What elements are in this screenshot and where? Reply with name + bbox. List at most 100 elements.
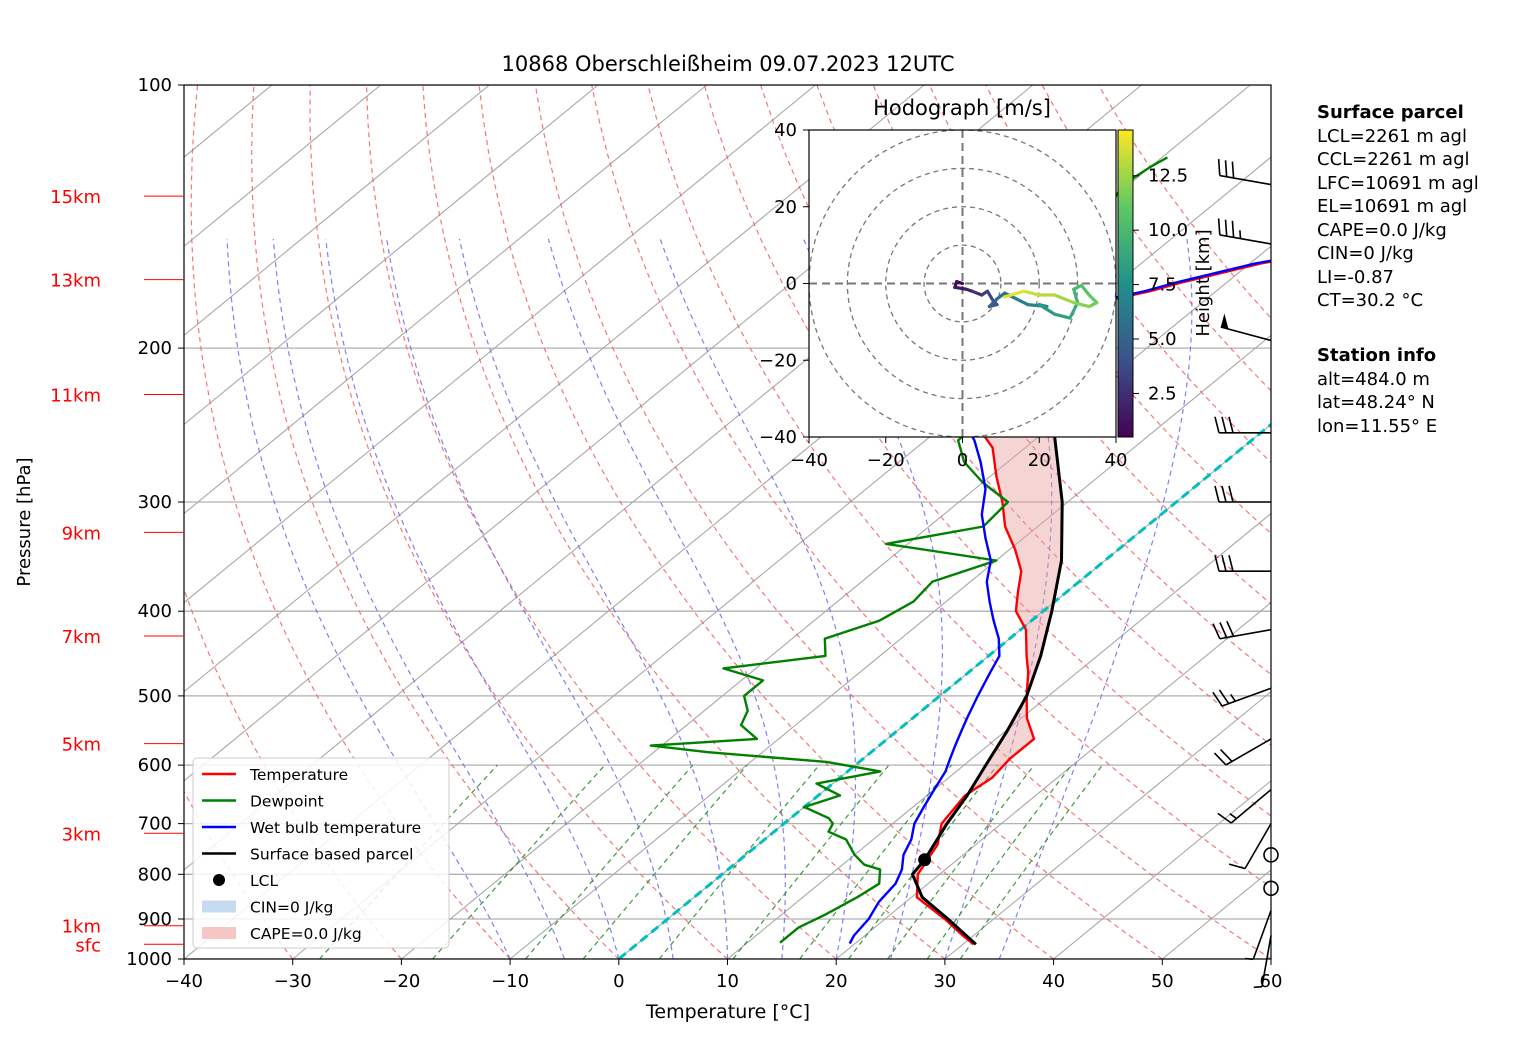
- wind-barb-full: [1217, 812, 1232, 824]
- station-lat: lat=48.24° N: [1317, 392, 1435, 413]
- y-axis-label: Pressure [hPa]: [14, 457, 35, 586]
- isotherm: [184, 85, 816, 604]
- x-tick-label: 60: [1260, 971, 1283, 992]
- parcel-li: LI=-0.87: [1317, 266, 1394, 288]
- surface-parcel-header: Surface parcel: [1317, 102, 1464, 123]
- calm-wind-circle: [1263, 847, 1279, 863]
- parcel-lfc: LFC=10691 m agl: [1317, 172, 1479, 194]
- wind-barb-full: [1221, 555, 1227, 572]
- wind-barb: [1214, 416, 1271, 434]
- legend-label: CAPE=0.0 J/kg: [250, 925, 362, 943]
- wind-barb-full: [1224, 160, 1228, 177]
- x-tick-label: 10: [716, 971, 739, 992]
- wind-barb-full: [1231, 220, 1235, 238]
- wind-barb-shaft: [1219, 174, 1272, 186]
- parcel-ct: CT=30.2 °C: [1317, 290, 1424, 311]
- colorbar-tick-label: 5.0: [1148, 329, 1177, 350]
- legend-label: LCL: [250, 872, 278, 890]
- moist-adiabat: [325, 238, 620, 959]
- hodograph-colorbar: [1117, 129, 1134, 438]
- wind-barb-full: [1214, 555, 1220, 572]
- isotherm: [835, 601, 1271, 959]
- legend-label: Temperature: [249, 766, 348, 784]
- legend-label: CIN=0 J/kg: [250, 899, 333, 917]
- hodo-x-tick-label: −20: [867, 450, 905, 471]
- mixing-ratio-line: [582, 764, 748, 959]
- freezing-isotherm: [617, 422, 1271, 959]
- height-label: sfc: [75, 935, 101, 956]
- p-tick-label: 600: [138, 755, 172, 776]
- hodo-x-tick-label: 20: [1028, 450, 1051, 471]
- isotherm: [184, 85, 599, 426]
- height-label: 3km: [62, 824, 101, 845]
- wind-barb-shaft: [1219, 628, 1272, 640]
- wind-barb: [1217, 788, 1272, 824]
- hodograph-title: Hodograph [m/s]: [873, 96, 1051, 120]
- wind-barb: [1228, 823, 1272, 870]
- legend-label: Wet bulb temperature: [250, 819, 421, 837]
- isotherm: [1053, 780, 1271, 959]
- calm-wind-circle: [1263, 880, 1279, 897]
- x-tick-label: −30: [274, 971, 312, 992]
- wind-barb-half: [1229, 813, 1237, 820]
- height-label: 15km: [50, 187, 101, 208]
- isotherm: [509, 334, 1271, 959]
- station-info-box: Station info alt=484.0 m lat=48.24° N lo…: [1317, 344, 1437, 438]
- hodograph-segment: [985, 289, 995, 303]
- wind-barb: [1263, 847, 1279, 863]
- hodograph-segment: [1014, 297, 1030, 307]
- wind-barb-full: [1219, 749, 1233, 762]
- x-tick-label: 40: [1042, 971, 1065, 992]
- colorbar-label: Height [km]: [1193, 229, 1214, 336]
- p-tick-label: 1000: [126, 949, 172, 970]
- hodograph-ring: [846, 167, 1079, 400]
- hodograph-segment: [970, 289, 984, 297]
- moist-adiabat: [272, 238, 566, 959]
- wind-barb-shaft: [1252, 910, 1272, 960]
- x-tick-label: −40: [165, 971, 203, 992]
- wind-barb-shaft: [1220, 326, 1272, 342]
- wind-barb-shaft: [1230, 788, 1272, 824]
- hodo-y-tick-label: 40: [774, 120, 797, 141]
- surface-parcel-box: Surface parcel LCL=2261 m agl CCL=2261 m…: [1317, 101, 1479, 313]
- legend-label: Surface based parcel: [250, 846, 413, 864]
- dry-adiabat: [251, 85, 620, 959]
- x-axis-label: Temperature [°C]: [645, 1001, 810, 1023]
- wind-barb-full: [1212, 691, 1223, 707]
- isotherm: [184, 85, 382, 247]
- dry-adiabat: [309, 85, 728, 959]
- wet-bulb-temperature-line: [848, 259, 1271, 945]
- moist-adiabat: [547, 238, 786, 959]
- moist-adiabat: [226, 238, 511, 959]
- hodograph-segment: [1072, 287, 1080, 305]
- wind-barb-full: [1224, 219, 1228, 237]
- hodo-y-tick-label: 0: [786, 274, 797, 295]
- lcl-marker: [918, 853, 932, 867]
- x-tick-label: 0: [613, 971, 624, 992]
- parcel-lcl: LCL=2261 m agl: [1317, 125, 1467, 147]
- dry-adiabat: [591, 85, 1271, 959]
- hodograph-segment: [1079, 283, 1091, 297]
- temperature-line: [915, 260, 1271, 946]
- moist-adiabat: [659, 238, 857, 959]
- x-tick-label: 20: [825, 971, 848, 992]
- mixing-ratio-line: [525, 764, 694, 959]
- wind-barb-full: [1219, 622, 1228, 638]
- wind-barb-half: [1244, 957, 1254, 961]
- colorbar-tick-label: 7.5: [1148, 275, 1177, 296]
- wind-barb-full: [1228, 416, 1234, 433]
- isotherm: [401, 245, 1271, 959]
- hodograph-segment: [1087, 293, 1099, 305]
- height-label: 5km: [62, 735, 101, 756]
- legend-patch-swatch: [202, 927, 236, 939]
- colorbar-tick-label: 2.5: [1148, 383, 1177, 404]
- wind-barb-full: [1213, 752, 1227, 766]
- wind-barb-full: [1218, 689, 1230, 705]
- wind-barb: [1220, 313, 1272, 342]
- station-info-header: Station info: [1317, 345, 1437, 366]
- legend: Temperature Dewpoint Wet bulb temperature S…: [192, 757, 450, 949]
- x-tick-label: 30: [933, 971, 956, 992]
- hodograph: Hodograph [m/s] −40−40 −20 −20 0 0 20 20 40 40 2…: [759, 96, 1214, 471]
- parcel-el: EL=10691 m agl: [1317, 196, 1468, 217]
